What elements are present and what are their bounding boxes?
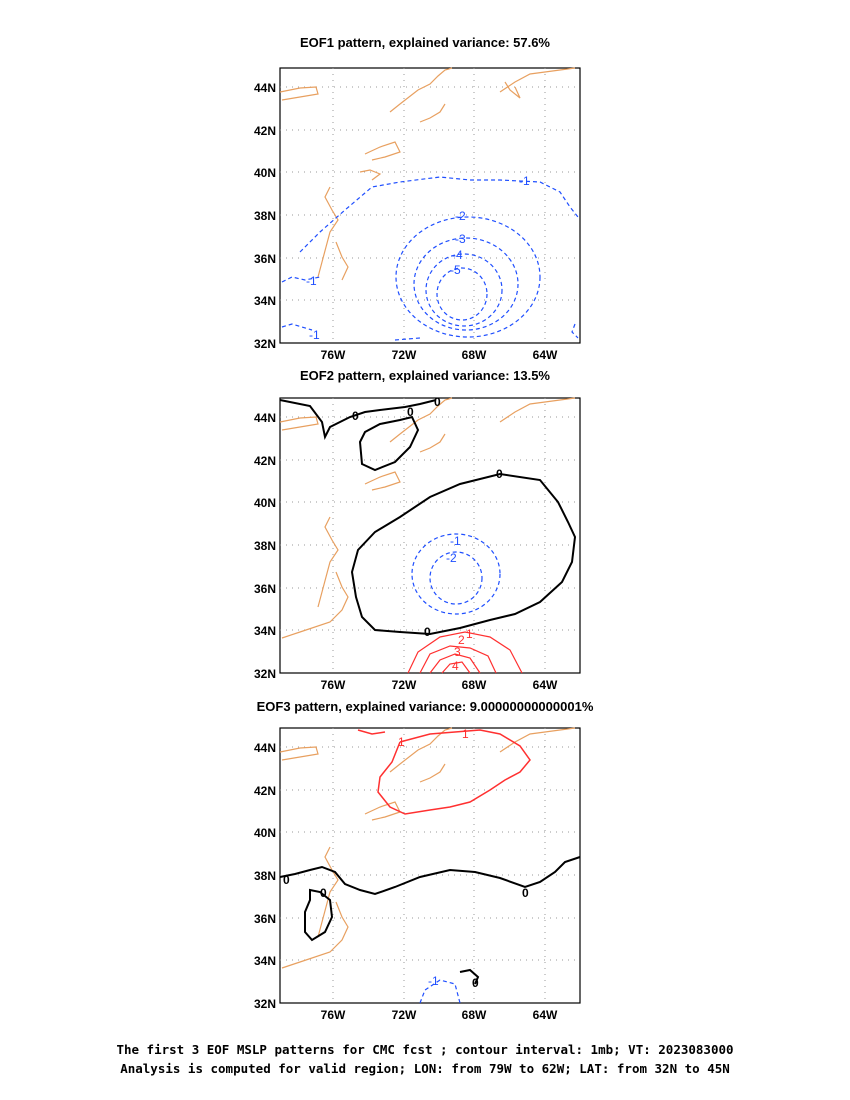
contour-label: 3 (454, 645, 461, 659)
x-tick-label: 76W (321, 678, 346, 692)
grid-1 (280, 68, 580, 343)
x-axis-2: 76W 72W 68W 64W (321, 678, 558, 692)
panel-1-title: EOF1 pattern, explained variance: 57.6% (300, 35, 550, 50)
contours-2-pos (407, 631, 523, 674)
y-tick-label: 32N (254, 337, 276, 351)
x-axis-3: 76W 72W 68W 64W (321, 1008, 558, 1022)
contour-label: -1 (519, 174, 530, 188)
y-tick-label: 34N (254, 624, 276, 638)
contour-label: 1 (398, 735, 405, 749)
contour-label: 0 (352, 409, 359, 423)
contour-label: 0 (434, 395, 441, 409)
contour-label: 0 (424, 625, 431, 639)
contour-label: -3 (455, 232, 466, 246)
contours-2-zero (279, 399, 577, 636)
contours-3-neg (419, 979, 461, 1004)
contour-label: 2 (458, 633, 465, 647)
frame-1 (279, 67, 581, 344)
contour-label: -4 (452, 248, 463, 262)
y-tick-label: 38N (254, 869, 276, 883)
contours-1 (281, 176, 579, 341)
x-axis-1: 76W 72W 68W 64W (321, 348, 558, 362)
y-axis-3: 44N 42N 40N 38N 36N 34N 32N (254, 741, 276, 1011)
contours-3-pos (357, 729, 531, 815)
y-tick-label: 36N (254, 582, 276, 596)
x-tick-label: 72W (392, 1008, 417, 1022)
panel-3-map: 1 1 0 0 0 0 -1 44N 42N 40N 38N 36N 34N 3… (254, 727, 581, 1022)
coastline-1 (279, 67, 576, 281)
y-tick-label: 36N (254, 912, 276, 926)
y-tick-label: 40N (254, 496, 276, 510)
panel-1-map: -1 -1 -1 -2 -3 -4 -5 44N 42N 40N 38N 36N… (254, 67, 581, 362)
y-tick-label: 42N (254, 454, 276, 468)
contour-labels-1: -1 -1 -1 -2 -3 -4 -5 (306, 174, 530, 342)
x-tick-label: 64W (533, 348, 558, 362)
x-tick-label: 64W (533, 678, 558, 692)
contour-label: -2 (446, 551, 457, 565)
coastline-3 (279, 727, 576, 969)
contour-label: 4 (452, 659, 459, 673)
x-tick-label: 72W (392, 678, 417, 692)
y-tick-label: 34N (254, 954, 276, 968)
x-tick-label: 72W (392, 348, 417, 362)
contour-label: -1 (309, 328, 320, 342)
contour-label: -1 (450, 534, 461, 548)
x-tick-label: 68W (462, 348, 487, 362)
y-tick-label: 44N (254, 741, 276, 755)
contour-label: -1 (306, 274, 317, 288)
contour-label: 1 (462, 727, 469, 741)
y-axis-2: 44N 42N 40N 38N 36N 34N 32N (254, 411, 276, 681)
contour-label: -5 (450, 263, 461, 277)
y-tick-label: 42N (254, 784, 276, 798)
contour-label: 0 (522, 886, 529, 900)
contours-2-neg (411, 533, 501, 615)
contour-labels-2: 0 0 0 0 0 -1 -2 1 2 3 4 (352, 395, 503, 673)
grid-3 (280, 728, 580, 1003)
y-tick-label: 40N (254, 166, 276, 180)
y-tick-label: 44N (254, 411, 276, 425)
x-tick-label: 68W (462, 678, 487, 692)
contour-label: 0 (283, 873, 290, 887)
contour-label: 0 (320, 886, 327, 900)
y-tick-label: 34N (254, 294, 276, 308)
contour-label: 1 (466, 627, 473, 641)
y-tick-label: 38N (254, 539, 276, 553)
x-tick-label: 76W (321, 348, 346, 362)
contour-label: 0 (496, 467, 503, 481)
y-tick-label: 40N (254, 826, 276, 840)
frame-3 (279, 727, 581, 1004)
x-tick-label: 68W (462, 1008, 487, 1022)
y-tick-label: 36N (254, 252, 276, 266)
y-axis-1: 44N 42N 40N 38N 36N 34N 32N (254, 81, 276, 351)
y-tick-label: 32N (254, 997, 276, 1011)
x-tick-label: 76W (321, 1008, 346, 1022)
y-tick-label: 44N (254, 81, 276, 95)
contour-label: 0 (472, 976, 479, 990)
panel-3-title: EOF3 pattern, explained variance: 9.0000… (256, 699, 594, 714)
grid-2 (280, 398, 580, 673)
footer-line-2: Analysis is computed for valid region; L… (120, 1061, 730, 1076)
y-tick-label: 42N (254, 124, 276, 138)
contour-labels-3: 1 1 0 0 0 0 -1 (283, 727, 529, 990)
y-tick-label: 38N (254, 209, 276, 223)
coastline-2 (279, 397, 576, 639)
panel-2-title: EOF2 pattern, explained variance: 13.5% (300, 368, 550, 383)
contour-label: -2 (455, 209, 466, 223)
x-tick-label: 64W (533, 1008, 558, 1022)
panel-2-map: 0 0 0 0 0 -1 -2 1 2 3 4 44N 42N 40N 38N … (254, 395, 581, 692)
contour-label: 0 (407, 405, 414, 419)
y-tick-label: 32N (254, 667, 276, 681)
contours-3-zero (279, 856, 581, 985)
footer-line-1: The first 3 EOF MSLP patterns for CMC fc… (116, 1042, 734, 1057)
contour-label: -1 (428, 974, 439, 988)
